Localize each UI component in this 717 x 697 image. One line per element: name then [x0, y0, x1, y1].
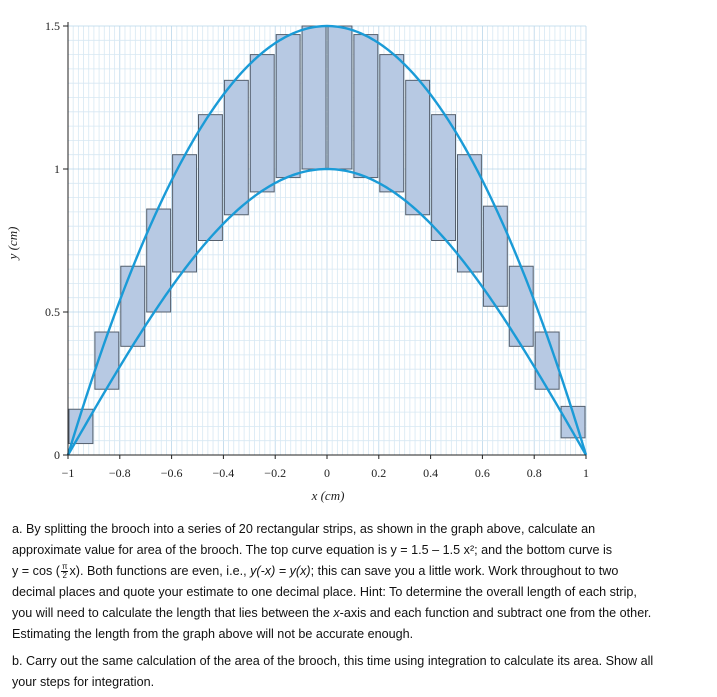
strip-8 — [249, 54, 275, 193]
x-tick-label: −0.2 — [264, 466, 286, 480]
y-tick-label: 1 — [54, 162, 60, 176]
y-tick-label: 0 — [54, 448, 60, 462]
line3-start: y = cos ( — [12, 564, 60, 578]
x-tick-label: 0.2 — [371, 466, 386, 480]
y-tick-label: 0.5 — [45, 305, 60, 319]
x-tick-label: 0.6 — [475, 466, 490, 480]
x-axis-title: x (cm) — [311, 488, 345, 503]
question-a-line-4: decimal places and quote your estimate t… — [12, 585, 637, 599]
ticks-group: −1 −0.8 −0.6 −0.4 −0.2 0 0.2 0.4 0.6 0.8 1 0 0.5 1 1.5 — [45, 19, 589, 480]
strip-9 — [275, 34, 301, 179]
strip-17 — [482, 205, 508, 307]
bottom-curve — [66, 167, 588, 456]
line3-italic: y(-x) = y(x) — [250, 564, 311, 578]
strip-10 — [301, 25, 327, 170]
question-b: b. Carry out the same calculation of the… — [12, 651, 710, 693]
strip-12 — [353, 34, 379, 179]
line5-start: you will need to calculate the length th… — [12, 606, 334, 620]
line5-end: -axis and each function and subtract one… — [339, 606, 652, 620]
question-b-line-2: your steps for integration. — [12, 675, 155, 689]
top-curve — [66, 24, 588, 456]
fraction-numerator: π — [60, 562, 69, 573]
line3-mid: x). Both functions are even, i.e., — [69, 564, 251, 578]
y-tick-label: 1.5 — [45, 19, 60, 33]
strip-13 — [379, 54, 405, 193]
question-a-line-5: you will need to calculate the length th… — [12, 603, 710, 624]
question-a: a. By splitting the brooch into a series… — [12, 519, 710, 645]
brooch-chart: −1 −0.8 −0.6 −0.4 −0.2 0 0.2 0.4 0.6 0.8 1 0 0.5 1 1.5… — [5, 19, 589, 503]
x-tick-label: 0.4 — [423, 466, 438, 480]
line3-end: ; this can save you a little work. Work … — [310, 564, 619, 578]
x-tick-label: −0.6 — [161, 466, 183, 480]
fraction-denominator: 2 — [62, 571, 67, 581]
chart-grid — [67, 25, 587, 456]
question-a-line-2: approximate value for area of the brooch… — [12, 543, 613, 557]
x-tick-label: −1 — [62, 466, 75, 480]
x-tick-label: −0.8 — [109, 466, 131, 480]
x-tick-label: 0 — [324, 466, 330, 480]
question-a-line-1: a. By splitting the brooch into a series… — [12, 522, 596, 536]
y-axis-title: y (cm) — [5, 227, 20, 262]
x-tick-label: −0.4 — [213, 466, 235, 480]
strip-14 — [405, 79, 431, 216]
line5-italic: x — [333, 606, 340, 620]
x-tick-label: 0.8 — [527, 466, 542, 480]
x-tick-label: 1 — [583, 466, 589, 480]
curves-group — [66, 24, 588, 456]
strip-7 — [223, 79, 249, 216]
question-b-line-1: b. Carry out the same calculation of the… — [12, 654, 654, 668]
strip-15 — [431, 114, 457, 241]
question-a-line-3: y = cos (π 2 x). Both functions are even, … — [12, 561, 710, 582]
strip-11 — [327, 25, 353, 170]
strip-6 — [198, 114, 223, 241]
question-a-line-6: Estimating the length from the graph abo… — [12, 627, 414, 641]
